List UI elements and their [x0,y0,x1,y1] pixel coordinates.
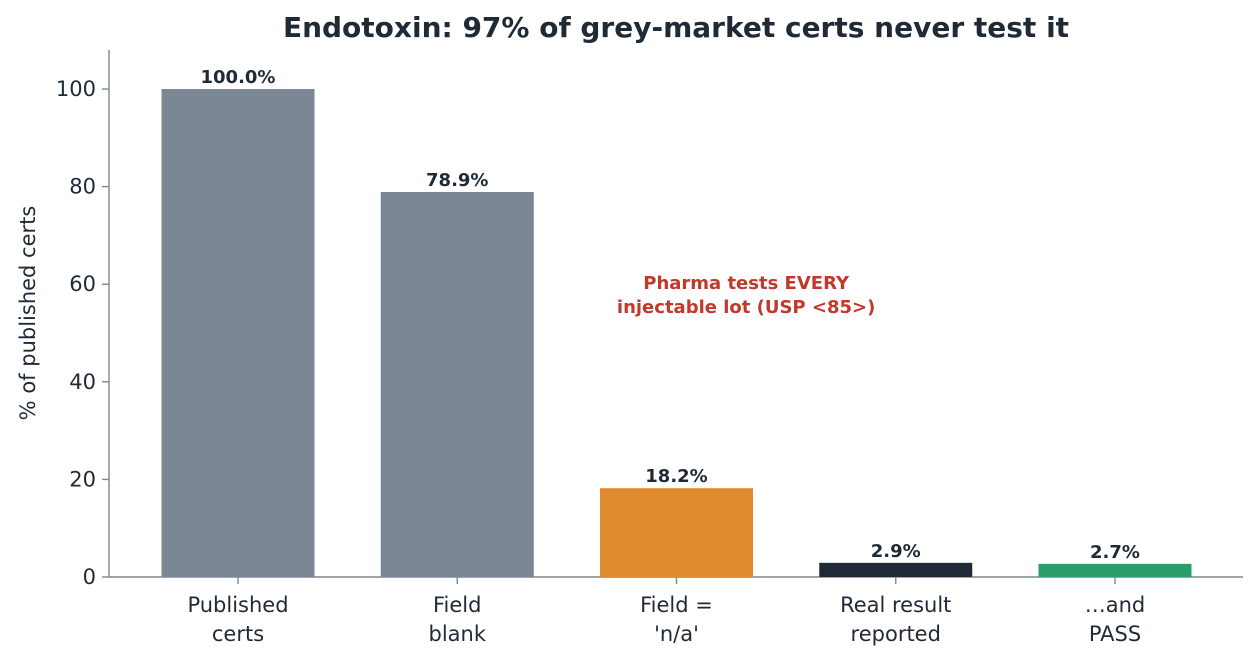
y-tick-label: 80 [69,175,96,199]
category-label-line: Published [187,593,288,617]
category-label-line: blank [428,622,486,646]
category-label-line: Field [433,593,481,617]
category-label-line: reported [851,622,941,646]
y-tick-label: 0 [83,565,96,589]
bar-value-label: 2.9% [871,541,921,562]
bar [1038,563,1192,577]
y-axis-title: % of published certs [16,206,40,421]
category-label: Published certs [187,593,288,646]
bar [161,89,315,577]
bar-value-label: 18.2% [645,466,707,487]
bar [380,191,534,577]
y-tick-label: 100 [56,77,96,101]
bar-value-label: 2.7% [1090,542,1140,563]
bar-value-label: 78.9% [426,170,488,191]
chart-title: Endotoxin: 97% of grey-market certs neve… [283,11,1069,44]
annotation-line: Pharma tests EVERY [643,273,850,294]
category-label-line: 'n/a' [654,622,699,646]
y-tick-label: 60 [69,272,96,296]
category-label-line: PASS [1089,622,1141,646]
bar [819,562,973,577]
y-tick-label: 40 [69,370,96,394]
annotation-text: Pharma tests EVERY injectable lot (USP <8… [617,273,875,318]
category-label-line: certs [212,622,264,646]
bar [600,488,753,577]
category-label: …and PASS [1085,593,1146,646]
category-label-line: Real result [840,593,951,617]
category-label: Real result reported [840,593,951,646]
data-labels: 100.0% 78.9% 18.2% 2.9% 2.7% [201,67,1140,563]
annotation-line: injectable lot (USP <85>) [617,297,875,318]
category-label: Field = 'n/a' [640,593,713,646]
category-label-line: …and [1085,593,1146,617]
category-label-line: Field = [640,593,713,617]
y-tick-label: 20 [69,467,96,491]
category-label: Field blank [428,593,486,646]
bar-value-label: 100.0% [201,67,276,88]
bars [161,89,1192,577]
y-ticks: 0 20 40 60 80 100 [56,77,109,589]
category-labels: Published certs Field blank Field = 'n/a' Real… [187,577,1145,646]
